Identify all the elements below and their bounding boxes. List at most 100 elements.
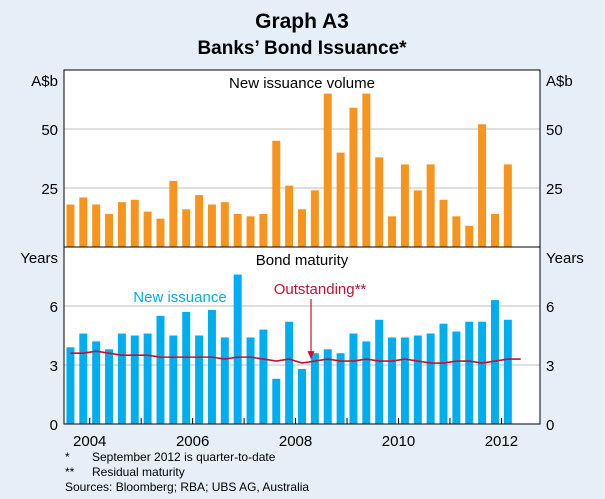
footnote-1-text: September 2012 is quarter-to-date	[92, 450, 276, 464]
bar	[207, 309, 216, 424]
bar	[478, 321, 487, 424]
y-tick-label-right: 50	[546, 122, 563, 139]
panel-title: New issuance volume	[229, 75, 375, 92]
x-tick-label: 2006	[176, 433, 209, 450]
bar	[259, 213, 268, 247]
bar	[246, 337, 255, 424]
y-axis-label-left: Years	[20, 250, 58, 267]
bar	[452, 331, 461, 424]
bar	[426, 164, 435, 247]
bar	[92, 341, 101, 424]
y-axis-label-right: A$b	[546, 73, 573, 90]
bar	[400, 164, 409, 247]
bar	[156, 315, 165, 424]
footnote-1-mark: *	[65, 450, 70, 464]
bar	[195, 335, 204, 424]
bar	[169, 180, 178, 247]
y-axis-label-right: Years	[546, 250, 584, 267]
bar	[323, 93, 332, 247]
bar	[503, 319, 512, 424]
y-tick-label-left: 6	[50, 299, 58, 316]
bar	[259, 329, 268, 424]
bar	[130, 199, 139, 247]
chart-title: Graph A3	[255, 10, 349, 33]
bar	[400, 337, 409, 424]
bar	[143, 333, 152, 424]
y-tick-label-right: 3	[546, 358, 554, 375]
x-tick-label: 2012	[485, 433, 518, 450]
y-axis-label-left: A$b	[31, 73, 58, 90]
bar	[220, 337, 229, 424]
bar	[117, 202, 126, 247]
bar	[246, 216, 255, 247]
panel-title: Bond maturity	[256, 252, 349, 269]
bar	[349, 333, 358, 424]
sources-note: Sources: Bloomberg; RBA; UBS AG, Austral…	[65, 480, 309, 494]
bar	[182, 311, 191, 424]
new-issuance-annotation: New issuance	[133, 289, 226, 306]
bar	[362, 93, 371, 247]
bar	[375, 157, 384, 247]
bar	[310, 353, 319, 424]
footnote-2-mark: **	[65, 465, 75, 479]
bar	[130, 335, 139, 424]
plot-frame	[63, 69, 541, 425]
bar	[143, 211, 152, 247]
chart-subtitle: Banks’ Bond Issuance*	[197, 38, 407, 59]
bar	[66, 204, 75, 247]
bar	[323, 349, 332, 424]
y-tick-label-right: 0	[546, 417, 554, 434]
bar	[220, 202, 229, 247]
bar	[388, 337, 397, 424]
bar	[452, 216, 461, 247]
bar	[310, 190, 319, 247]
bar	[285, 185, 294, 247]
bar	[169, 335, 178, 424]
bar	[79, 197, 88, 247]
annotation-arrow-head	[307, 351, 315, 360]
y-tick-label-left: 50	[41, 122, 58, 139]
bar	[66, 347, 75, 424]
bar	[285, 321, 294, 424]
y-tick-label-left: 3	[50, 358, 58, 375]
bar	[79, 333, 88, 424]
bar	[336, 353, 345, 424]
bar	[490, 213, 499, 247]
bar	[156, 218, 165, 247]
bar	[272, 140, 281, 247]
x-tick-label: 2004	[73, 433, 106, 450]
bar	[117, 333, 126, 424]
bar	[195, 195, 204, 247]
bar	[388, 216, 397, 247]
bar	[349, 107, 358, 247]
bar	[272, 378, 281, 424]
y-tick-label-right: 25	[546, 181, 563, 198]
bar	[439, 199, 448, 247]
y-tick-label-left: 0	[50, 417, 58, 434]
outstanding-annotation: Outstanding**	[274, 281, 367, 298]
bar	[478, 124, 487, 247]
bar	[413, 335, 422, 424]
bar	[233, 274, 242, 424]
bar	[105, 349, 114, 424]
y-tick-label-right: 6	[546, 299, 554, 316]
x-tick-label: 2008	[279, 433, 312, 450]
bar	[207, 204, 216, 247]
x-tick-label: 2010	[382, 433, 415, 450]
bar	[298, 368, 306, 424]
bar	[465, 321, 474, 424]
bar	[426, 333, 435, 424]
bar	[182, 209, 191, 247]
panel-1	[64, 93, 540, 247]
bar	[298, 209, 306, 247]
bar	[490, 300, 499, 424]
bar	[336, 152, 345, 247]
footnotes: * September 2012 is quarter-to-date ** R…	[65, 450, 309, 494]
footnote-2-text: Residual maturity	[92, 465, 185, 479]
bar	[413, 190, 422, 247]
bar	[375, 319, 384, 424]
bar	[92, 204, 101, 247]
bar	[439, 323, 448, 424]
bar	[503, 164, 512, 247]
